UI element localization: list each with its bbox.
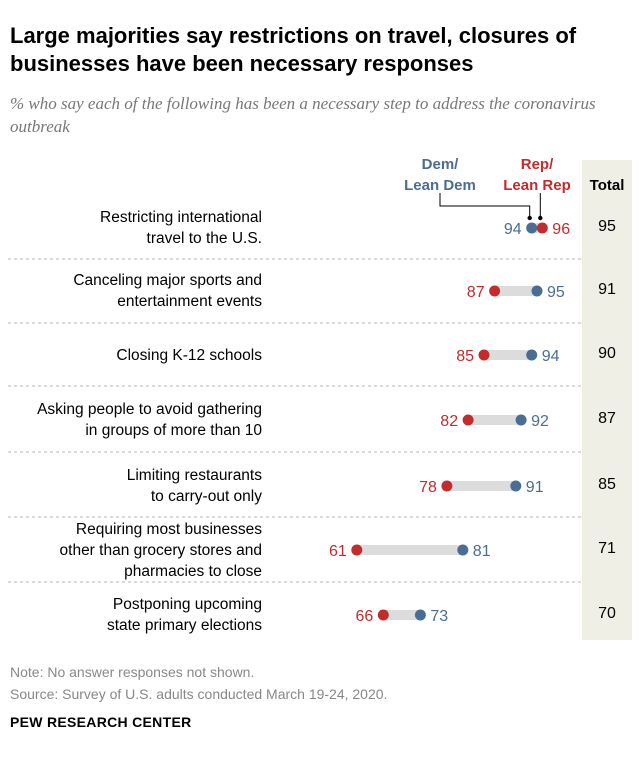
dem-value-label: 92	[531, 413, 549, 430]
range-bar	[484, 350, 532, 360]
total-value: 70	[598, 605, 616, 622]
dem-dot	[515, 414, 527, 426]
dem-dot	[526, 222, 538, 234]
row-label: Closing K-12 schools	[0, 345, 262, 366]
row-label: Limiting restaurants to carry-out only	[0, 465, 262, 507]
rep-value-label: 66	[356, 608, 374, 625]
row-label-line: travel to the U.S.	[146, 230, 262, 247]
rep-value-label: 61	[329, 543, 347, 560]
rep-header-line1: Rep/	[520, 156, 554, 173]
dem-dot	[414, 609, 426, 621]
dem-header-line2: Lean Dem	[404, 177, 476, 194]
row-label-line: to carry-out only	[150, 488, 262, 505]
brand-logo-text: PEW RESEARCH CENTER	[10, 714, 192, 730]
dem-dot	[526, 349, 538, 361]
dem-value-label: 94	[504, 221, 522, 238]
dem-dot	[457, 544, 469, 556]
range-bar	[383, 610, 421, 620]
range-bar	[494, 286, 537, 296]
rep-dot	[377, 609, 389, 621]
rep-leader-tip	[538, 215, 543, 221]
row-label: Restricting international travel to the U…	[0, 207, 262, 249]
row-label-line: pharmacies to close	[124, 562, 262, 580]
row-label-line: Canceling major sports and	[73, 272, 262, 289]
total-value: 85	[598, 476, 616, 493]
dem-dot	[531, 285, 543, 297]
chart-subtitle: % who say each of the following has been…	[10, 94, 596, 136]
row-label: Asking people to avoid gathering in group…	[0, 399, 262, 441]
row-label-line: Asking people to avoid gathering	[37, 401, 262, 418]
total-column-header: Total	[589, 177, 625, 194]
rep-dot	[351, 544, 363, 556]
row-label-line: state primary elections	[106, 617, 262, 634]
dem-header-line1: Dem/	[421, 156, 459, 173]
rep-value-label: 96	[552, 221, 570, 238]
row-label-line: Closing K-12 schools	[116, 346, 262, 364]
row-label-line: Postponing upcoming	[112, 596, 262, 613]
dem-value-label: 91	[526, 479, 544, 496]
row-label-line: Restricting international	[100, 209, 262, 226]
row-label-line: in groups of more than 10	[85, 422, 262, 439]
chart-title: Large majorities say restrictions on tra…	[10, 23, 577, 76]
dem-dot	[510, 480, 522, 492]
row-label-line: Requiring most businesses	[75, 520, 262, 538]
rep-dot	[441, 480, 453, 492]
rep-dot	[478, 349, 490, 361]
dem-column-header: Dem/ Lean Dem	[400, 154, 480, 196]
rep-dot	[536, 222, 548, 234]
row-label-line: Limiting restaurants	[126, 467, 262, 484]
dem-value-label: 95	[547, 284, 565, 301]
total-value: 90	[598, 345, 616, 362]
rep-column-header: Rep/ Lean Rep	[496, 154, 578, 196]
total-value: 87	[598, 410, 616, 427]
rep-dot	[489, 285, 501, 297]
row-label: Postponing upcoming state primary electio…	[0, 594, 262, 636]
dem-leader-tip	[527, 215, 532, 221]
rep-value-label: 87	[467, 284, 485, 301]
rep-header-line2: Lean Rep	[503, 177, 571, 194]
row-label-line: other than grocery stores and	[59, 541, 262, 559]
range-bar	[468, 415, 522, 425]
row-label: Requiring most businesses other than groc…	[0, 519, 262, 582]
row-label: Canceling major sports and entertainment …	[0, 270, 262, 312]
row-label-line: entertainment events	[117, 293, 262, 310]
total-value: 95	[598, 218, 616, 235]
rep-value-label: 82	[440, 413, 458, 430]
dem-value-label: 94	[542, 348, 560, 365]
range-bar	[356, 545, 463, 555]
total-value: 71	[598, 540, 616, 557]
dem-leader-line	[439, 193, 531, 220]
total-value: 91	[598, 281, 616, 298]
dem-value-label: 81	[473, 543, 491, 560]
range-bar	[446, 481, 516, 491]
rep-dot	[462, 414, 474, 426]
total-column-band	[582, 160, 632, 640]
dem-value-label: 73	[430, 608, 448, 625]
rep-value-label: 78	[419, 479, 437, 496]
rep-value-label: 85	[456, 348, 474, 365]
note-text: Note: No answer responses not shown.	[10, 664, 255, 680]
source-text: Source: Survey of U.S. adults conducted …	[10, 686, 388, 702]
